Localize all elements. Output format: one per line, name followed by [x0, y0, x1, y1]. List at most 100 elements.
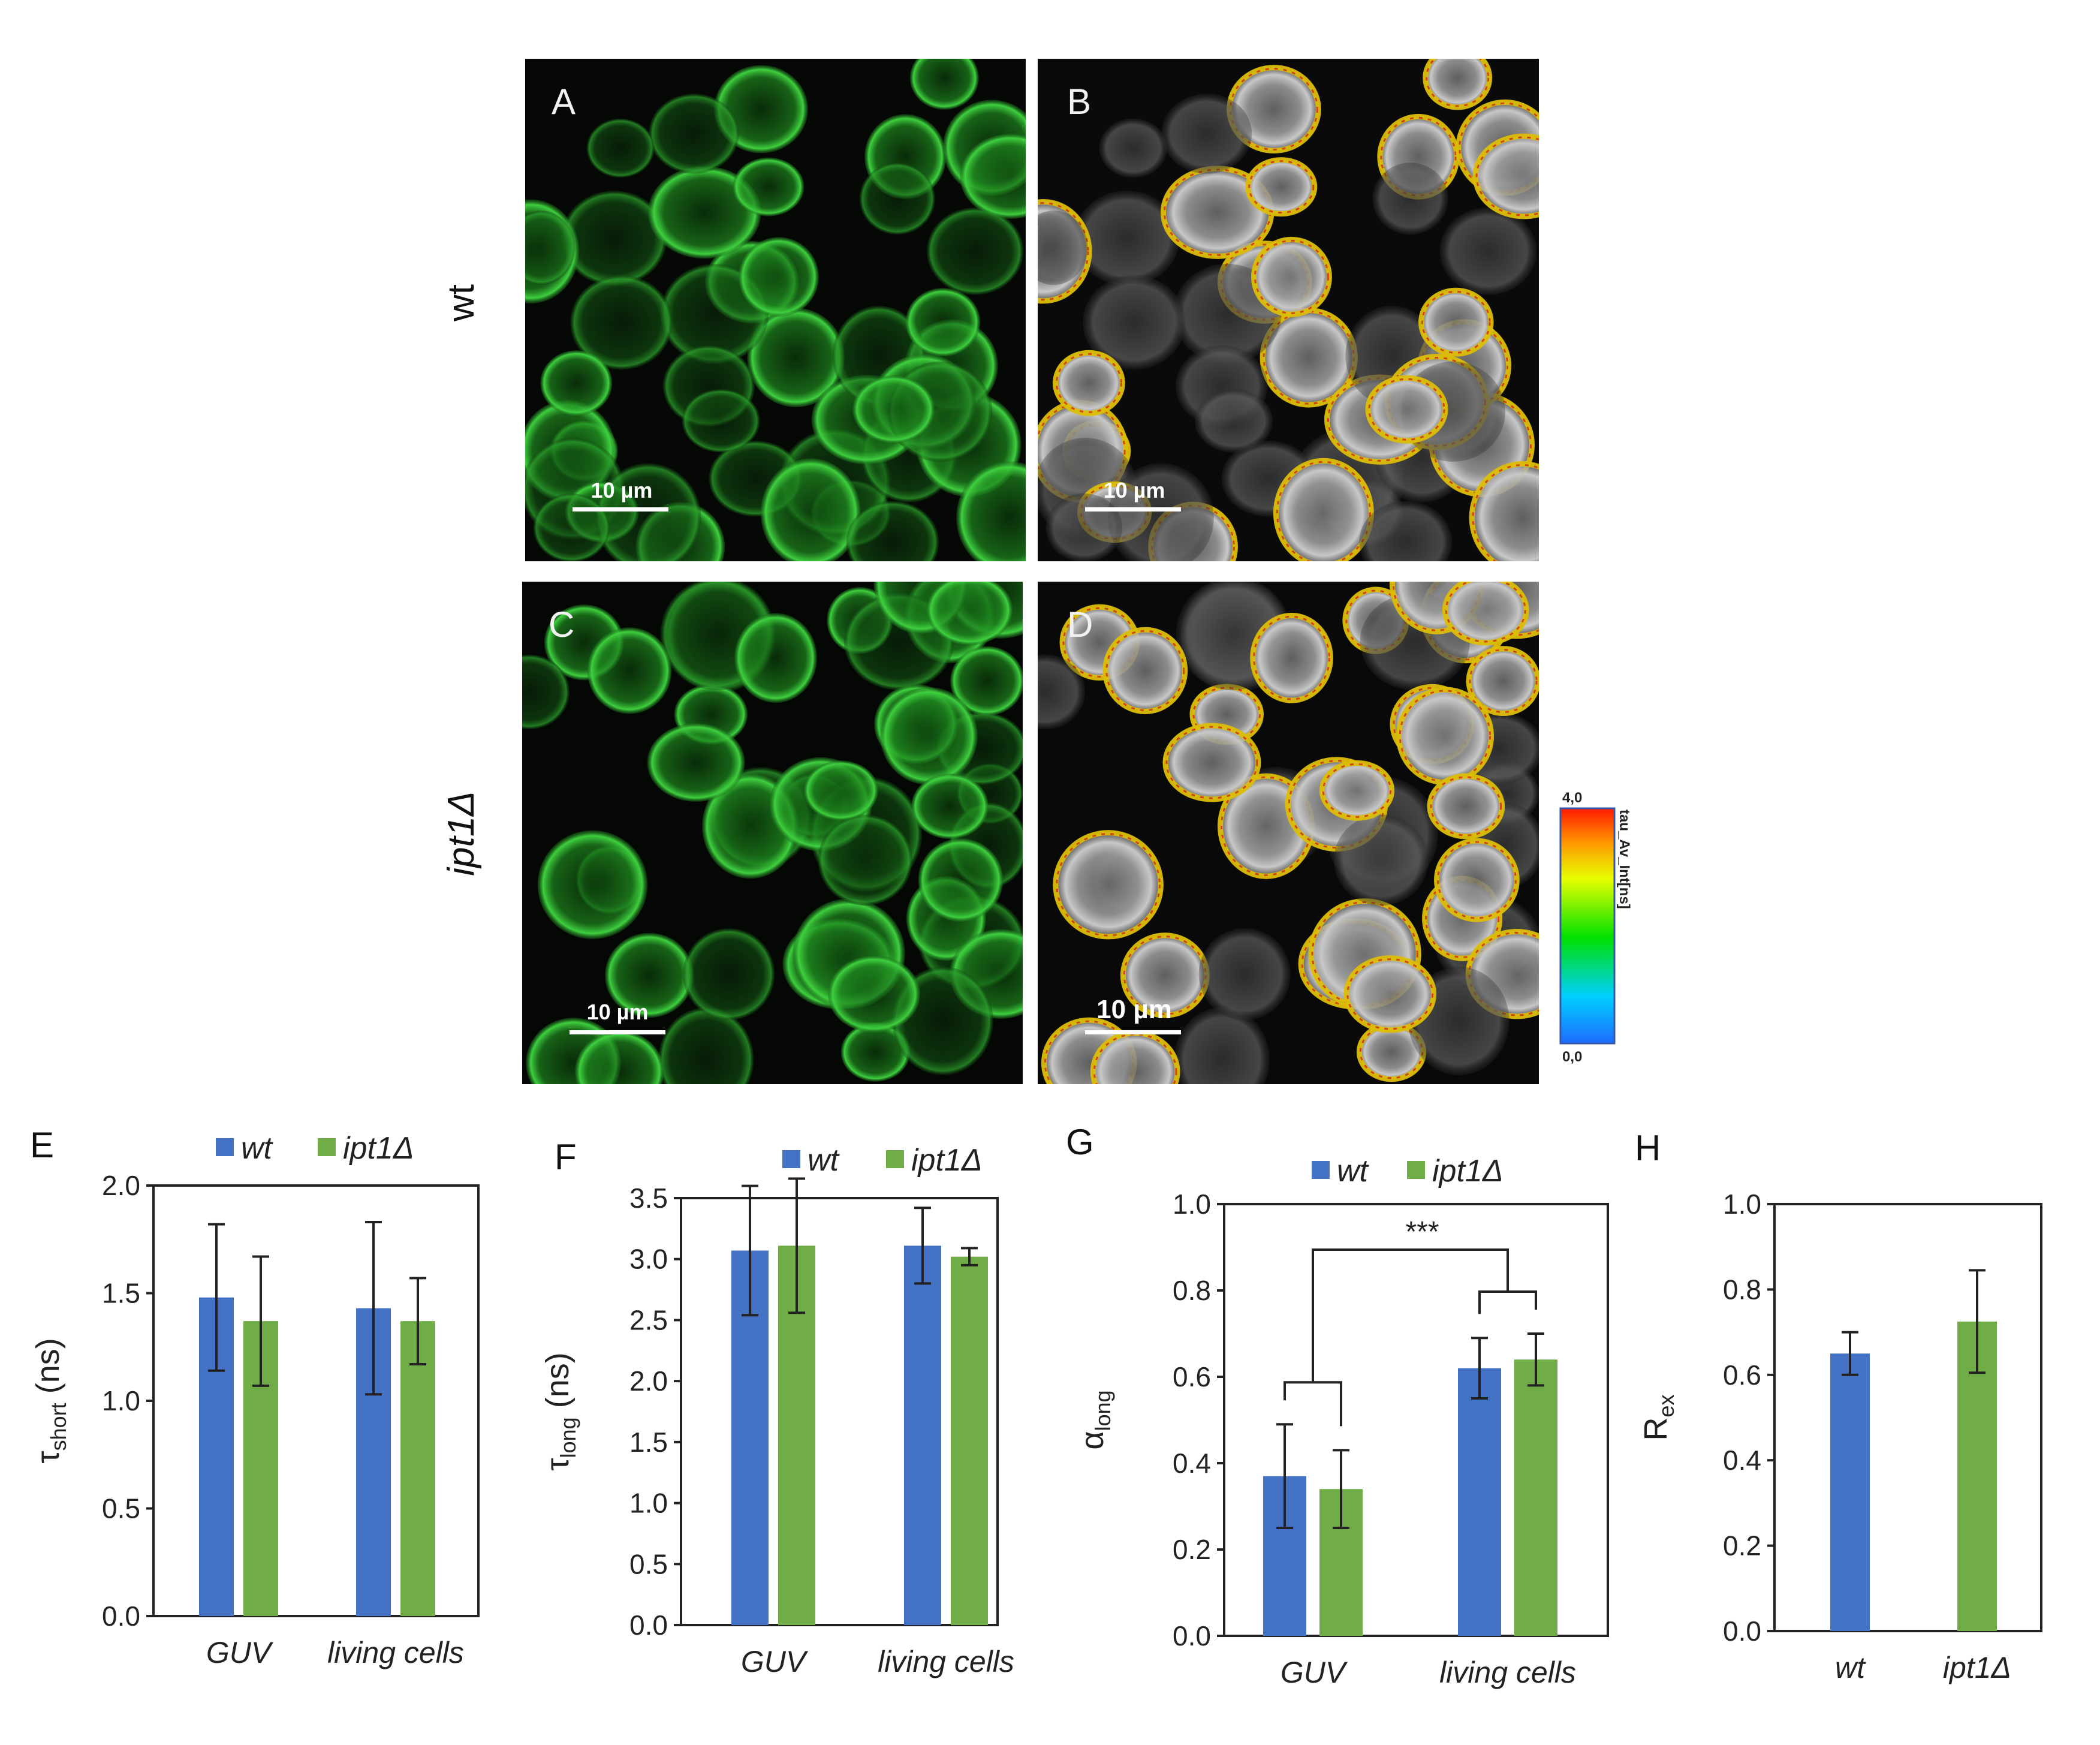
cell: [1372, 163, 1448, 235]
cell: [1250, 613, 1333, 703]
cell: [525, 210, 576, 285]
y-tick-label: 3.0: [629, 1244, 668, 1275]
cell: [846, 501, 939, 561]
cell-membrane-ring-inner: [1475, 136, 1539, 216]
y-axis-label-sub: ex: [1654, 1394, 1679, 1417]
cell-membrane-ring: [1162, 723, 1261, 802]
legend-label: wt: [808, 1143, 840, 1178]
y-tick-label: 0.0: [102, 1600, 140, 1632]
cell-membrane-ring: [1052, 350, 1125, 416]
cell: [586, 118, 655, 178]
panel-a-micrograph: A 10 µm: [525, 59, 1026, 561]
cell: [926, 582, 1013, 645]
y-tick-label: 0.5: [629, 1548, 668, 1579]
cell: [1194, 389, 1273, 453]
significance-label: ***: [1405, 1216, 1439, 1248]
y-tick-label: 1.0: [1723, 1189, 1761, 1220]
cell-membrane-ring-inner: [1436, 841, 1517, 919]
bracket-living-cells: [1478, 1290, 1537, 1314]
panel-b-micrograph: B 10 µm: [1038, 59, 1539, 561]
x-category-label: GUV: [741, 1645, 809, 1678]
cell: [859, 163, 936, 235]
bar-0: [1830, 1353, 1870, 1631]
legend-swatch-wt: [1312, 1161, 1330, 1179]
y-tick-label: 1.5: [629, 1427, 668, 1458]
cell: [852, 375, 935, 444]
cell-membrane-ring-inner: [1056, 833, 1161, 937]
plot-frame: [1223, 1203, 1609, 1637]
y-axis-label: τshort (ns): [30, 1338, 71, 1463]
plot-frame: [1773, 1203, 2042, 1632]
x-category-label: living cells: [1439, 1656, 1576, 1689]
bracket-main: [1312, 1248, 1509, 1383]
cell-membrane-ring: [1365, 375, 1448, 444]
cell: [1102, 627, 1188, 714]
cell: [1038, 210, 1088, 285]
cell: [1245, 157, 1317, 216]
cell: [1473, 134, 1539, 219]
legend-label: wt: [1337, 1154, 1370, 1189]
x-category-label: GUV: [1281, 1656, 1348, 1689]
panel-label-g: G: [1066, 1122, 1094, 1162]
cell: [1466, 646, 1539, 716]
cell: [1442, 582, 1529, 645]
cell-membrane-ring-inner: [1469, 649, 1538, 714]
y-tick-label: 0.0: [1723, 1615, 1761, 1647]
cell: [926, 207, 1024, 295]
cell: [1053, 830, 1164, 940]
y-axis-label-main: τ: [30, 1451, 66, 1463]
y-tick-label: 0.0: [629, 1609, 668, 1641]
y-tick-label: 2.5: [629, 1304, 668, 1335]
y-axis-label-unit: (ns): [540, 1352, 576, 1417]
scale-bar-c: [570, 1030, 665, 1034]
y-tick-label: 0.6: [1173, 1361, 1211, 1392]
scale-bar-d: [1085, 1030, 1181, 1034]
cell: [760, 458, 861, 561]
cell: [1357, 1022, 1426, 1082]
cell-membrane-ring: [1427, 773, 1505, 840]
cell-membrane-ring-inner: [1105, 630, 1185, 711]
panel-label-d: D: [1067, 604, 1093, 645]
cell: [575, 1030, 664, 1084]
cell: [828, 955, 920, 1033]
cell-membrane-ring-inner: [1430, 776, 1502, 837]
cell: [1046, 493, 1123, 561]
cell-membrane-ring-inner: [1253, 615, 1330, 700]
legend-swatch-wt: [782, 1150, 800, 1168]
cell: [648, 166, 761, 259]
bar-ipt1-1: [1514, 1359, 1557, 1636]
plot-frame: [680, 1197, 999, 1626]
chart-f: F 0.0 0.5 1.0 1.5 2.0 2.5 3.0 3.5 τlong (ns) GUV li…: [540, 1137, 1014, 1678]
cell: [1434, 838, 1520, 922]
y-axis-label-sub: long: [1090, 1390, 1115, 1431]
cell: [1083, 275, 1186, 370]
y-tick-label: 2.0: [102, 1170, 140, 1201]
significance-bracket: ***: [1283, 1216, 1537, 1427]
cell-membrane-ring-inner: [1165, 726, 1258, 799]
cell: [658, 1007, 754, 1084]
panel-label-f: F: [555, 1137, 577, 1177]
cell: [1319, 760, 1394, 821]
y-axis-label-main: R: [1638, 1418, 1674, 1441]
cell-membrane-ring: [1245, 157, 1318, 217]
cell: [1260, 308, 1358, 408]
scale-bar-b: [1085, 507, 1181, 512]
chart-e: E 0.0 0.5 1.0 1.5 2.0 τshort (ns) GUV living cel…: [30, 1125, 480, 1669]
x-category-label: living cells: [878, 1645, 1014, 1678]
cell: [734, 613, 817, 703]
y-axis-label-sub: long: [556, 1417, 580, 1458]
cell-membrane-ring-inner: [1445, 582, 1526, 643]
colorbar-title: tau_Av_Int[ns]: [1616, 810, 1632, 909]
cell-membrane-ring: [1250, 612, 1333, 703]
cell: [537, 830, 648, 940]
cell-membrane-ring: [1442, 582, 1529, 646]
cell: [960, 134, 1026, 219]
cell-membrane-ring: [1251, 236, 1332, 317]
cell-membrane-ring-inner: [1346, 958, 1434, 1030]
cell: [733, 157, 805, 216]
legend-swatch-ipt1: [1407, 1161, 1425, 1179]
cell-membrane-ring: [1469, 461, 1539, 561]
cell: [647, 723, 745, 802]
y-axis-label: Rex: [1638, 1394, 1679, 1440]
y-tick-label: 3.5: [629, 1183, 668, 1214]
